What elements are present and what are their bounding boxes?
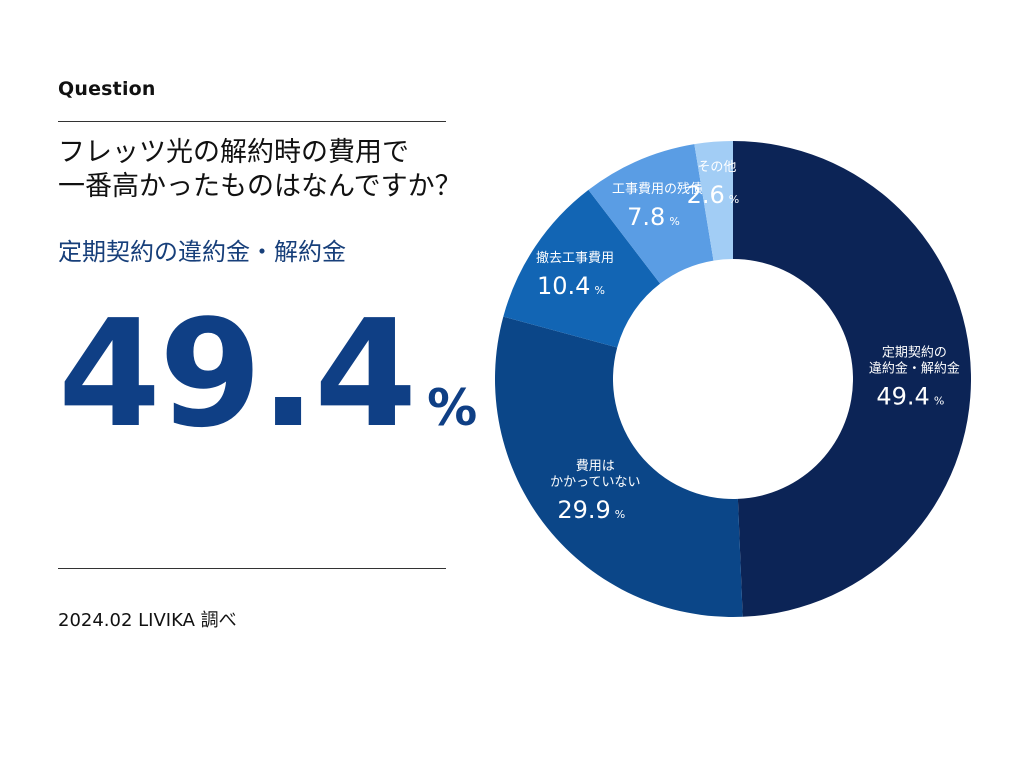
question-text: フレッツ光の解約時の費用で 一番高かったものはなんですか？ bbox=[58, 136, 518, 204]
big-percentage: 49.4% bbox=[58, 300, 477, 482]
donut-slice-5 bbox=[694, 141, 733, 261]
slice-category-label: その他 bbox=[697, 160, 736, 175]
bottom-divider bbox=[58, 568, 446, 569]
question-line-2: 一番高かったものはなんですか？ bbox=[58, 171, 462, 202]
question-line-1: フレッツ光の解約時の費用で bbox=[58, 137, 409, 168]
donut-slice-2 bbox=[494, 316, 743, 617]
donut-slice-3 bbox=[503, 189, 661, 348]
top-divider bbox=[58, 121, 446, 122]
slice-category-label: 費用は bbox=[576, 459, 615, 474]
question-label: Question bbox=[58, 78, 156, 100]
slice-category-label: 違約金・解約金 bbox=[869, 361, 960, 377]
slice-category-label: 撤去工事費用 bbox=[536, 250, 614, 266]
donut-slice-1 bbox=[733, 141, 972, 617]
answer-label: 定期契約の違約金・解約金 bbox=[58, 238, 346, 266]
slice-category-label: 定期契約の bbox=[882, 346, 947, 361]
slice-category-label: かかっていない bbox=[550, 475, 640, 490]
big-percentage-value: 49.4 bbox=[58, 288, 417, 460]
big-percentage-unit: % bbox=[427, 379, 478, 437]
source-note: 2024.02 LIVIKA 調べ bbox=[58, 610, 237, 631]
donut-slice-4 bbox=[588, 144, 714, 284]
slice-category-label: 工事費用の残債 bbox=[612, 182, 703, 197]
